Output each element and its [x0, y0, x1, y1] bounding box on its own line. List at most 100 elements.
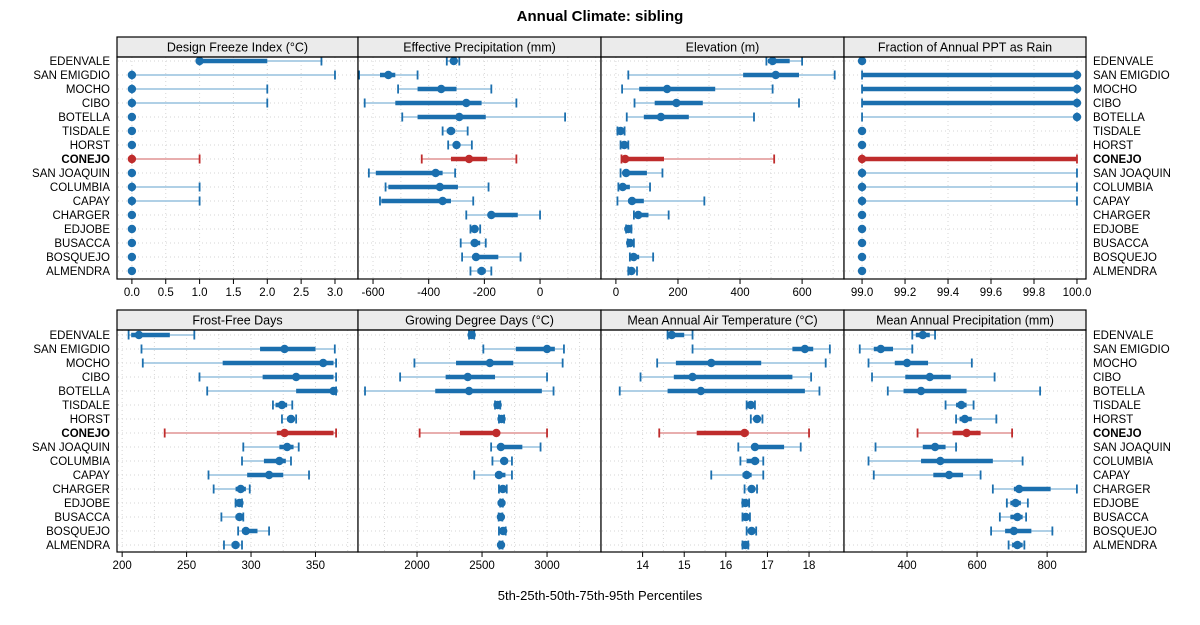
median-dot [707, 358, 716, 368]
axis-tick-label: 99.0 [851, 287, 873, 299]
panel-background [601, 57, 844, 279]
site-label-left: SAN EMIGDIO [33, 70, 110, 82]
axis-tick-label: 16 [719, 560, 732, 572]
axis-tick-label: 99.8 [1023, 287, 1045, 299]
median-dot [944, 470, 954, 480]
median-dot [452, 140, 461, 150]
median-dot [936, 456, 945, 466]
median-dot [542, 344, 552, 354]
median-dot [231, 540, 240, 550]
median-dot [634, 210, 643, 220]
panel-background [601, 330, 844, 552]
median-dot [286, 414, 296, 424]
site-label-left: HORST [70, 414, 110, 426]
median-dot [329, 386, 338, 396]
axis-tick-label: 99.4 [937, 287, 960, 299]
site-label-right: SAN JOAQUIN [1093, 168, 1171, 180]
strip-title: Design Freeze Index (°C) [167, 41, 308, 55]
median-dot [127, 210, 137, 220]
median-dot [800, 344, 810, 354]
site-label-right: CHARGER [1093, 484, 1151, 496]
median-dot [857, 266, 867, 276]
median-dot [127, 84, 137, 94]
site-label-right: SAN JOAQUIN [1093, 442, 1171, 454]
site-label-left: MOCHO [66, 84, 110, 96]
site-label-right: CIBO [1093, 98, 1121, 110]
site-label-right: HORST [1093, 414, 1133, 426]
median-dot [667, 330, 676, 340]
median-dot [127, 168, 137, 178]
site-label-right: BUSACCA [1093, 512, 1149, 524]
median-dot [471, 252, 481, 262]
median-dot [435, 182, 445, 192]
axis-tick-label: 0.5 [158, 287, 174, 299]
median-dot [1072, 98, 1082, 108]
median-dot [916, 386, 926, 396]
median-dot [957, 400, 966, 410]
site-label-left: CONEJO [61, 154, 110, 166]
site-label-left: BOSQUEJO [46, 526, 110, 538]
site-label-left: TISDALE [62, 400, 110, 412]
site-label-right: COLUMBIA [1093, 182, 1153, 194]
site-label-right: HORST [1093, 140, 1133, 152]
median-dot [857, 168, 867, 178]
axis-tick-label: 99.6 [980, 287, 1002, 299]
median-dot [496, 512, 506, 522]
median-dot [431, 168, 440, 178]
median-dot [656, 112, 666, 122]
axis-tick-label: 400 [897, 560, 916, 572]
median-dot [498, 526, 508, 536]
median-dot [741, 498, 750, 508]
axis-tick-label: -600 [362, 287, 385, 299]
site-label-left: SAN EMIGDIO [33, 344, 110, 356]
median-dot [127, 112, 137, 122]
median-dot [241, 526, 251, 536]
panel-frame [843, 56, 1087, 280]
site-label-right: CAPAY [1093, 196, 1131, 208]
median-dot [768, 56, 777, 66]
median-dot [449, 56, 458, 66]
median-dot [902, 358, 912, 368]
median-dot [499, 456, 509, 466]
axis-tick-label: 2000 [404, 560, 430, 572]
site-label-left: TISDALE [62, 126, 110, 138]
site-label-left: MOCHO [66, 358, 110, 370]
median-dot [487, 210, 496, 220]
median-dot [741, 540, 750, 550]
median-dot [291, 372, 301, 382]
median-dot [746, 400, 755, 410]
median-dot [1072, 84, 1082, 94]
median-dot [1072, 112, 1082, 122]
site-label-right: EDJOBE [1093, 224, 1139, 236]
median-dot [485, 358, 495, 368]
panel-frame [843, 329, 1087, 553]
median-dot [280, 428, 289, 438]
site-label-right: CHARGER [1093, 210, 1151, 222]
site-label-left: EDJOBE [64, 224, 110, 236]
median-dot [127, 154, 137, 164]
median-dot [627, 266, 636, 276]
median-dot [752, 414, 762, 424]
strip-title: Growing Degree Days (°C) [405, 314, 554, 328]
median-dot [463, 372, 472, 382]
median-dot [127, 140, 137, 150]
axis-tick-label: 3000 [534, 560, 560, 572]
median-dot [127, 196, 137, 206]
site-label-right: BOSQUEJO [1093, 252, 1157, 264]
axis-tick-label: 2500 [469, 560, 495, 572]
median-dot [264, 470, 274, 480]
site-label-right: EDJOBE [1093, 498, 1139, 510]
median-dot [134, 330, 144, 340]
median-dot [740, 428, 749, 438]
site-label-right: MOCHO [1093, 84, 1137, 96]
site-label-right: SAN EMIGDIO [1093, 70, 1170, 82]
median-dot [857, 196, 867, 206]
median-dot [319, 358, 328, 368]
median-dot [771, 70, 780, 80]
median-dot [438, 196, 447, 206]
median-dot [857, 154, 867, 164]
axis-tick-label: 0.0 [124, 287, 140, 299]
median-dot [462, 98, 471, 108]
median-dot [1072, 70, 1082, 80]
median-dot [494, 470, 504, 480]
